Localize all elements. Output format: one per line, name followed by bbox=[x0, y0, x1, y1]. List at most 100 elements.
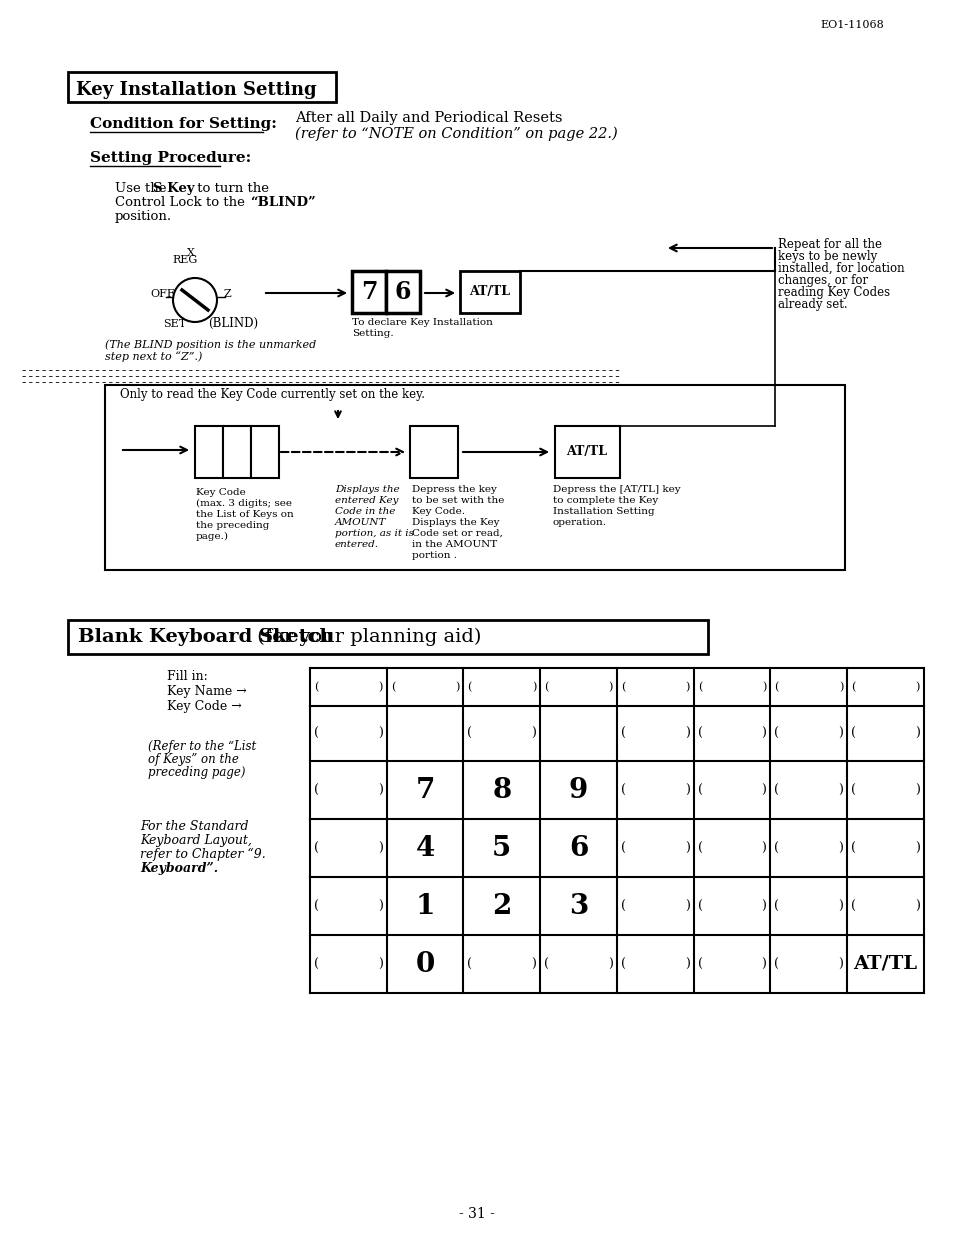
Text: (: ( bbox=[774, 681, 778, 693]
Text: To declare Key Installation: To declare Key Installation bbox=[352, 318, 493, 327]
Text: Displays the: Displays the bbox=[335, 484, 399, 494]
Text: 4: 4 bbox=[416, 835, 435, 861]
Text: - 31 -: - 31 - bbox=[458, 1207, 495, 1220]
Text: Key Code →: Key Code → bbox=[167, 700, 241, 712]
Text: 6: 6 bbox=[568, 835, 588, 861]
Text: ): ) bbox=[608, 681, 613, 693]
Text: (: ( bbox=[620, 841, 625, 855]
Text: ): ) bbox=[684, 681, 689, 693]
Text: (refer to “NOTE on Condition” on page 22.): (refer to “NOTE on Condition” on page 22… bbox=[294, 126, 618, 141]
Bar bbox=[459, 271, 519, 313]
Text: (: ( bbox=[697, 841, 702, 855]
Text: OFF: OFF bbox=[150, 289, 174, 299]
Text: Use the: Use the bbox=[115, 182, 171, 195]
Text: (: ( bbox=[314, 727, 318, 740]
Text: ): ) bbox=[838, 958, 842, 970]
Text: in the AMOUNT: in the AMOUNT bbox=[412, 540, 497, 549]
Text: (: ( bbox=[314, 900, 318, 912]
Text: (: ( bbox=[850, 727, 856, 740]
Text: ): ) bbox=[761, 681, 765, 693]
Text: (: ( bbox=[620, 900, 625, 912]
Text: ): ) bbox=[377, 900, 382, 912]
Text: Depress the [AT/TL] key: Depress the [AT/TL] key bbox=[553, 484, 679, 494]
Text: (: ( bbox=[697, 727, 702, 740]
Text: operation.: operation. bbox=[553, 518, 606, 527]
Text: the List of Keys on: the List of Keys on bbox=[195, 510, 294, 519]
Bar bbox=[194, 426, 223, 478]
Bar bbox=[105, 385, 844, 570]
Text: ): ) bbox=[914, 900, 919, 912]
Text: (: ( bbox=[543, 958, 549, 970]
Text: (: ( bbox=[697, 958, 702, 970]
Text: (: ( bbox=[850, 900, 856, 912]
Text: (for your planning aid): (for your planning aid) bbox=[251, 628, 481, 646]
Text: 9: 9 bbox=[568, 777, 588, 804]
Text: Code in the: Code in the bbox=[335, 507, 395, 515]
Text: (BLIND): (BLIND) bbox=[208, 317, 258, 330]
Text: position.: position. bbox=[115, 209, 172, 223]
Text: REG: REG bbox=[172, 255, 197, 265]
Text: (: ( bbox=[774, 783, 779, 797]
Text: (: ( bbox=[467, 727, 472, 740]
Text: preceding page): preceding page) bbox=[148, 766, 245, 779]
Text: Keyboard”.: Keyboard”. bbox=[140, 862, 218, 875]
Text: (: ( bbox=[850, 783, 856, 797]
Text: Repeat for all the: Repeat for all the bbox=[778, 238, 882, 252]
Text: Key Code.: Key Code. bbox=[412, 507, 464, 515]
Text: 6: 6 bbox=[395, 280, 411, 304]
Text: (: ( bbox=[620, 783, 625, 797]
Bar bbox=[386, 271, 419, 313]
Text: (The BLIND position is the unmarked: (The BLIND position is the unmarked bbox=[105, 339, 315, 349]
Text: changes, or for: changes, or for bbox=[778, 274, 867, 287]
Bar bbox=[410, 426, 457, 478]
Text: (Refer to the “List: (Refer to the “List bbox=[148, 740, 256, 753]
Text: (: ( bbox=[314, 841, 318, 855]
Text: (: ( bbox=[467, 681, 472, 693]
Text: Setting Procedure:: Setting Procedure: bbox=[90, 151, 251, 165]
Text: Installation Setting: Installation Setting bbox=[553, 507, 654, 515]
Bar bbox=[352, 271, 386, 313]
Text: Only to read the Key Code currently set on the key.: Only to read the Key Code currently set … bbox=[120, 388, 424, 401]
Text: Key Installation Setting: Key Installation Setting bbox=[76, 81, 316, 99]
Text: step next to “Z”.): step next to “Z”.) bbox=[105, 351, 202, 362]
Text: ): ) bbox=[838, 900, 842, 912]
Text: (: ( bbox=[697, 900, 702, 912]
Text: ): ) bbox=[760, 958, 765, 970]
Text: (: ( bbox=[314, 958, 318, 970]
Bar bbox=[251, 426, 278, 478]
Text: ): ) bbox=[684, 727, 689, 740]
Text: 0: 0 bbox=[416, 950, 435, 978]
Text: Fill in:: Fill in: bbox=[167, 670, 208, 683]
Text: reading Key Codes: reading Key Codes bbox=[778, 286, 889, 299]
Text: ): ) bbox=[760, 900, 765, 912]
Text: to turn the: to turn the bbox=[193, 182, 269, 195]
Text: S Key: S Key bbox=[152, 182, 194, 195]
Text: ): ) bbox=[760, 841, 765, 855]
Text: ): ) bbox=[378, 681, 382, 693]
Text: Keyboard Layout,: Keyboard Layout, bbox=[140, 834, 252, 847]
Text: ): ) bbox=[684, 900, 689, 912]
Text: Blank Keyboard Sketch: Blank Keyboard Sketch bbox=[78, 628, 334, 646]
Text: Displays the Key: Displays the Key bbox=[412, 518, 499, 527]
Text: (: ( bbox=[391, 681, 395, 693]
Text: (: ( bbox=[620, 727, 625, 740]
Text: 7: 7 bbox=[415, 777, 435, 804]
Text: refer to Chapter “9.: refer to Chapter “9. bbox=[140, 847, 266, 861]
Text: AMOUNT: AMOUNT bbox=[335, 518, 386, 527]
Text: 3: 3 bbox=[568, 892, 588, 919]
Text: Control Lock to the: Control Lock to the bbox=[115, 196, 249, 209]
Text: Code set or read,: Code set or read, bbox=[412, 529, 502, 538]
Text: portion, as it is: portion, as it is bbox=[335, 529, 414, 538]
Text: (: ( bbox=[467, 958, 472, 970]
Text: ): ) bbox=[915, 681, 919, 693]
Text: (: ( bbox=[314, 681, 318, 693]
Text: ): ) bbox=[684, 958, 689, 970]
Text: ): ) bbox=[914, 727, 919, 740]
Text: to complete the Key: to complete the Key bbox=[553, 496, 658, 506]
Text: already set.: already set. bbox=[778, 299, 846, 311]
Text: After all Daily and Periodical Resets: After all Daily and Periodical Resets bbox=[294, 112, 562, 125]
Text: SET: SET bbox=[163, 318, 186, 330]
Text: ): ) bbox=[838, 783, 842, 797]
Bar bbox=[555, 426, 619, 478]
Text: ): ) bbox=[532, 681, 536, 693]
